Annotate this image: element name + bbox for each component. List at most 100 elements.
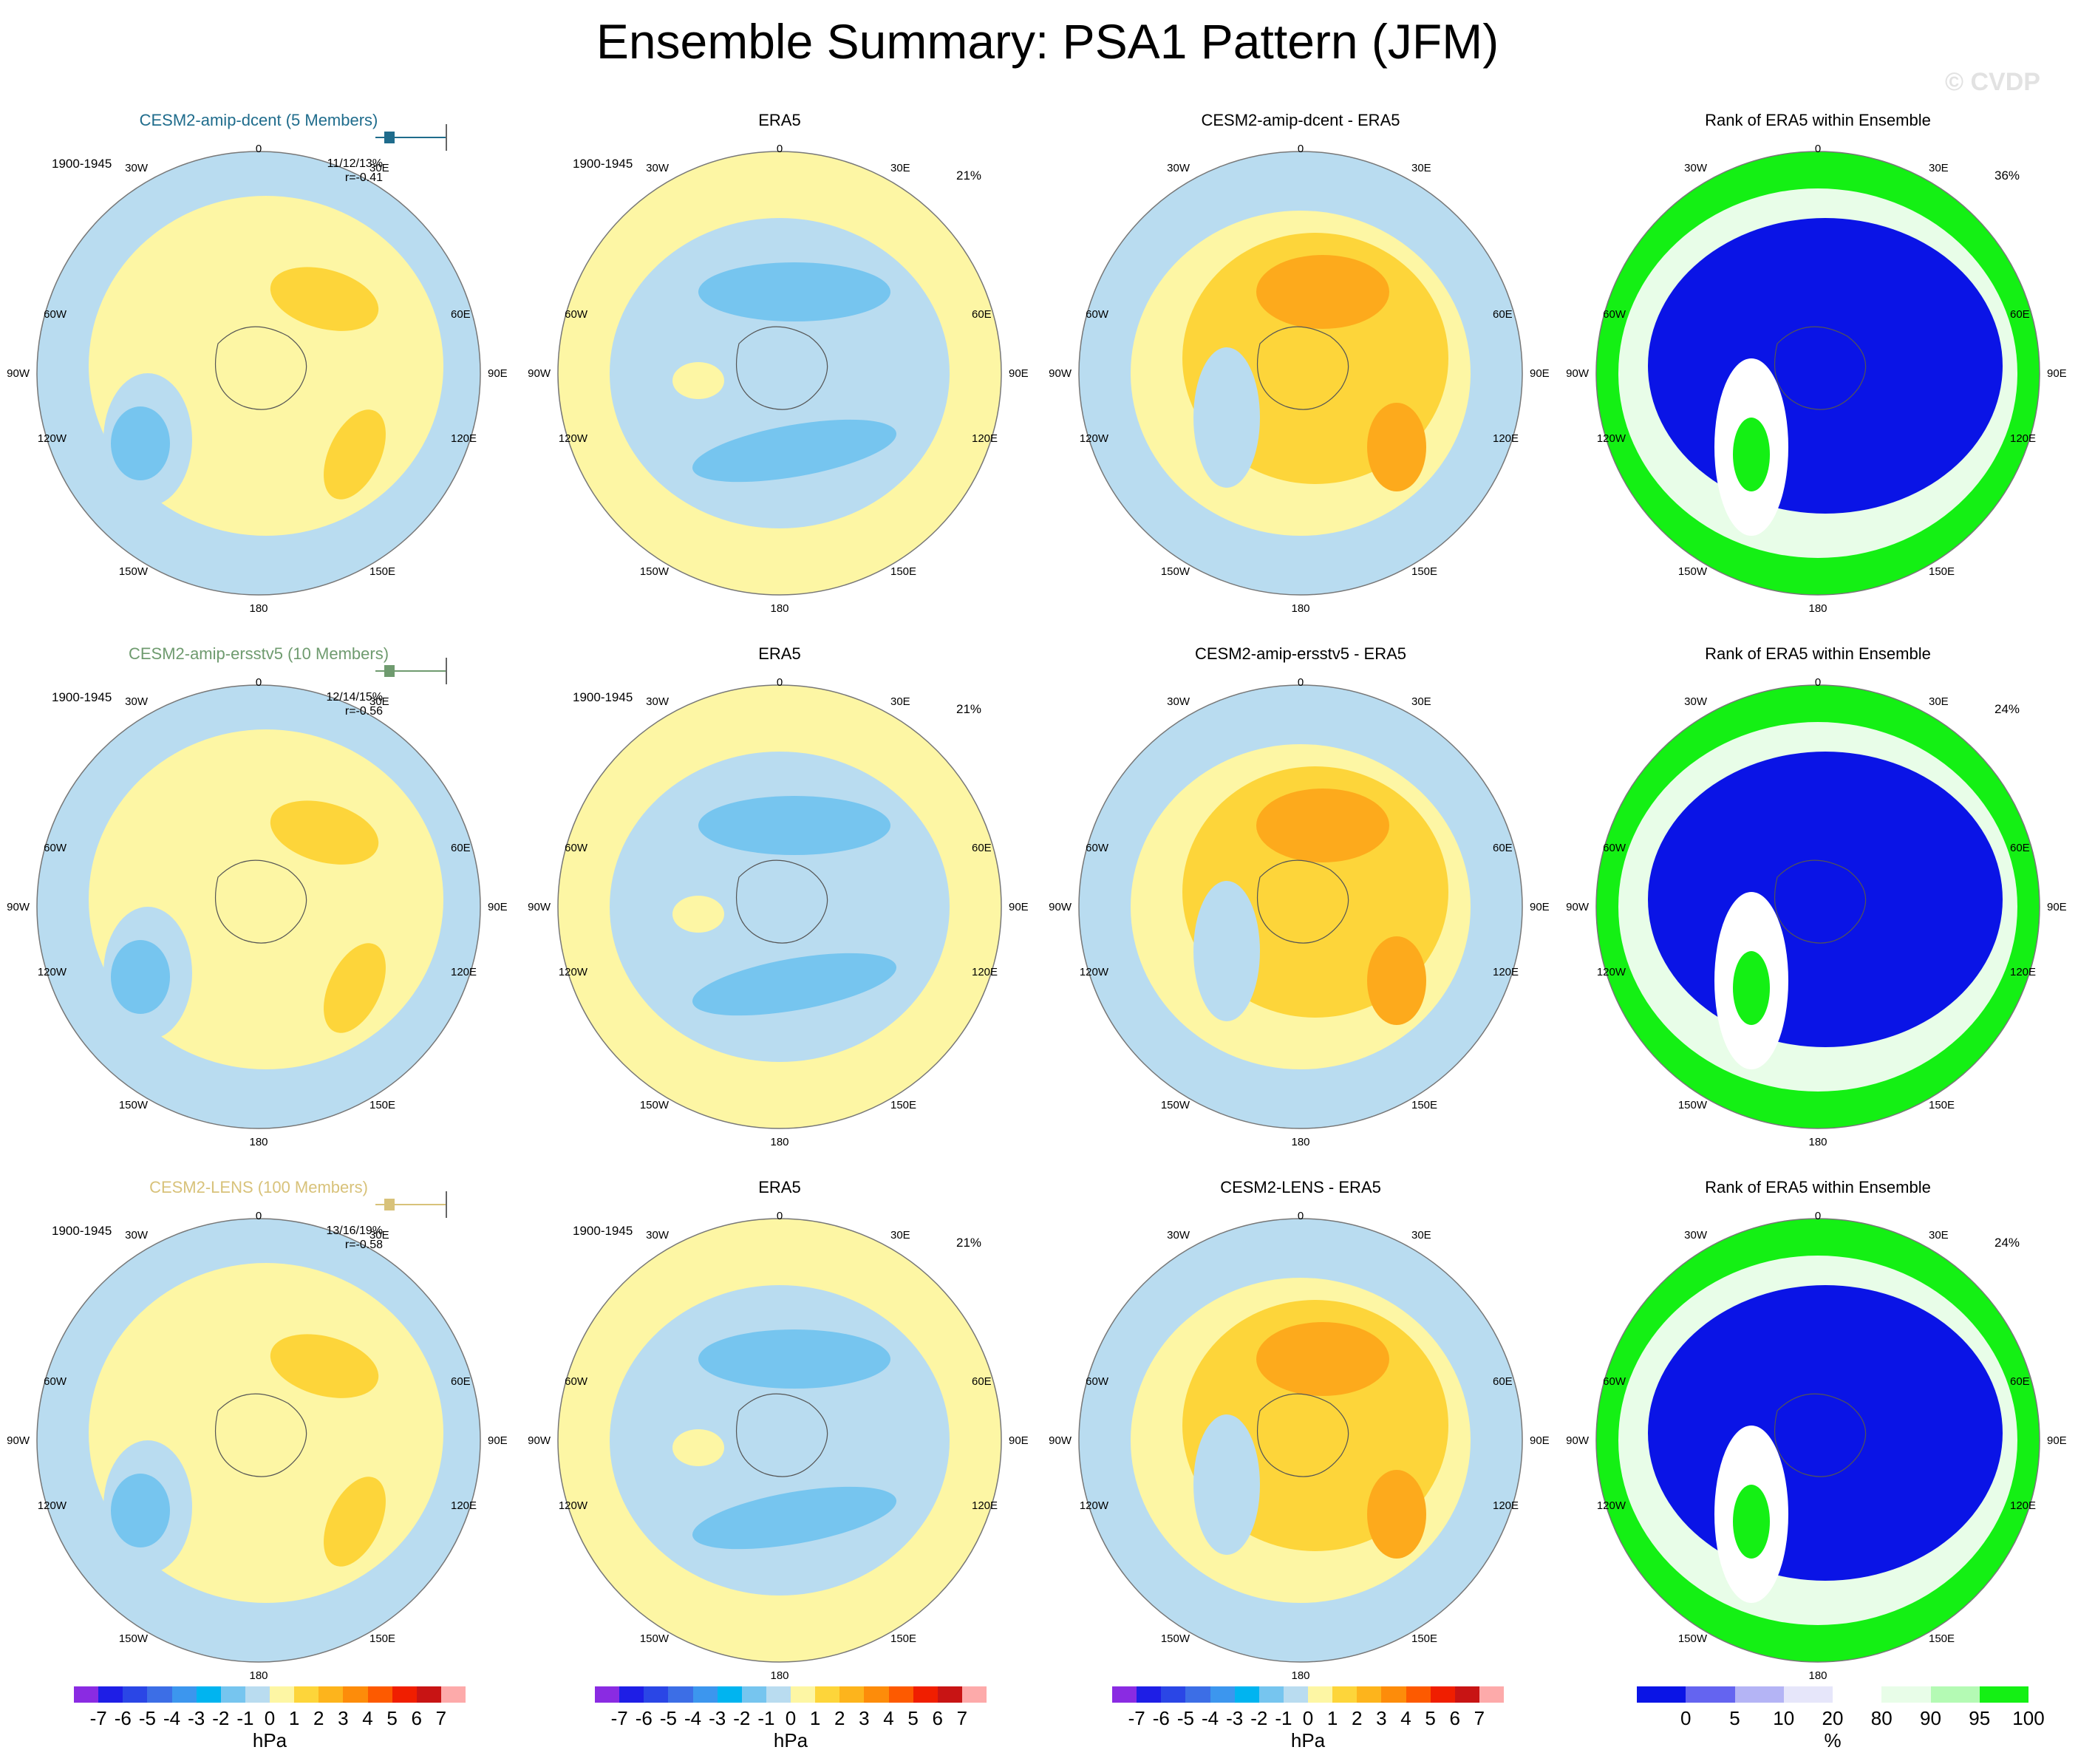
contour-region bbox=[1367, 936, 1426, 1025]
longitude-label: 60E bbox=[451, 842, 471, 854]
longitude-label: 60E bbox=[1493, 842, 1513, 854]
legend-tick: 100 bbox=[2012, 1707, 2045, 1729]
longitude-label: 150E bbox=[1411, 565, 1438, 578]
legend-tick: 4 bbox=[883, 1707, 894, 1729]
longitude-label: 90W bbox=[1566, 901, 1589, 913]
legend-swatch bbox=[294, 1686, 319, 1703]
contour-region bbox=[270, 267, 379, 331]
longitude-label: 180 bbox=[1808, 1136, 1827, 1148]
contour-region bbox=[1193, 347, 1260, 488]
longitude-label: 150E bbox=[369, 1632, 396, 1645]
legend-swatch bbox=[1979, 1686, 2028, 1703]
legend-tick: 6 bbox=[932, 1707, 943, 1729]
legend-tick: 4 bbox=[362, 1707, 373, 1729]
legend-tick: -4 bbox=[163, 1707, 181, 1729]
coastline bbox=[215, 1393, 307, 1477]
legend-swatch bbox=[343, 1686, 368, 1703]
legend-swatch bbox=[791, 1686, 816, 1703]
legend-tick: 2 bbox=[313, 1707, 324, 1729]
legend-colorbar bbox=[595, 1686, 987, 1703]
spread-bar bbox=[375, 1191, 447, 1218]
legend-swatch bbox=[717, 1686, 742, 1703]
coastline bbox=[1257, 1393, 1349, 1477]
longitude-label: 90E bbox=[488, 901, 508, 913]
ensemble-stats: 12/14/15% r=-0.56 bbox=[326, 690, 383, 718]
longitude-label: 90E bbox=[1530, 367, 1550, 380]
legend-swatch bbox=[1381, 1686, 1406, 1703]
contour-region bbox=[324, 409, 386, 500]
panel-obs-row1: ERA5 0 180 30W 30E 60W 60E 90W 90E 120W 120E 150W 15… bbox=[528, 74, 1029, 615]
longitude-label: 60W bbox=[1603, 842, 1626, 854]
legend-swatch bbox=[1137, 1686, 1162, 1703]
polar-map bbox=[36, 684, 481, 1129]
longitude-label: 120E bbox=[2010, 966, 2037, 978]
legend-tick: -3 bbox=[1226, 1707, 1244, 1729]
panel-diff-row3: CESM2-LENS - ERA5 0 180 30W 30E 60W 60E 90W 90E 1… bbox=[1049, 1141, 1550, 1682]
legend-tick: -6 bbox=[1152, 1707, 1170, 1729]
longitude-label: 30E bbox=[890, 162, 910, 174]
longitude-label: 0 bbox=[1297, 143, 1304, 155]
legend-tick: 1 bbox=[1326, 1707, 1338, 1729]
longitude-label: 60W bbox=[1603, 308, 1626, 321]
map-border bbox=[1078, 684, 1523, 1129]
longitude-label: 150E bbox=[369, 565, 396, 578]
legend-swatch bbox=[318, 1686, 344, 1703]
contour-region bbox=[1193, 881, 1260, 1021]
legend-model: -7 -6 -5 -4 -3 -2 -1 0 1 2 3 4 5 6 7 hPa bbox=[74, 1686, 466, 1760]
spread-bar bbox=[375, 124, 447, 151]
legend-swatch bbox=[245, 1686, 270, 1703]
longitude-label: 90W bbox=[528, 1434, 551, 1447]
legend-swatch bbox=[1258, 1686, 1284, 1703]
variance-range: 13/16/19% bbox=[326, 1225, 383, 1237]
longitude-label: 90E bbox=[1009, 1434, 1029, 1447]
longitude-label: 0 bbox=[776, 143, 783, 155]
longitude-label: 30W bbox=[1167, 1229, 1190, 1242]
coastline bbox=[1257, 326, 1349, 410]
legend-swatch bbox=[270, 1686, 295, 1703]
longitude-label: 120E bbox=[972, 1499, 998, 1512]
legend-swatch bbox=[619, 1686, 644, 1703]
legend-tick: 7 bbox=[1474, 1707, 1485, 1729]
contour-region bbox=[692, 953, 897, 1016]
longitude-label: 30W bbox=[646, 695, 669, 708]
longitude-label: 180 bbox=[770, 1669, 789, 1682]
longitude-label: 60E bbox=[972, 308, 992, 321]
contour-region bbox=[111, 940, 170, 1014]
legend-obs: -7 -6 -5 -4 -3 -2 -1 0 1 2 3 4 5 6 7 hPa bbox=[595, 1686, 987, 1760]
longitude-label: 150E bbox=[890, 1099, 917, 1111]
contour-region bbox=[1256, 255, 1389, 329]
map-border bbox=[557, 684, 1002, 1129]
longitude-label: 30E bbox=[1411, 695, 1431, 708]
longitude-label: 60W bbox=[44, 308, 67, 321]
longitude-label: 150W bbox=[1160, 1632, 1190, 1645]
contour-region bbox=[672, 1429, 724, 1466]
panel-title: ERA5 bbox=[758, 1178, 801, 1196]
panel-diff-row2: CESM2-amip-ersstv5 - ERA5 0 180 30W 30E 60W 60… bbox=[1049, 607, 1550, 1148]
longitude-label: 90W bbox=[1049, 901, 1072, 913]
legend-swatch bbox=[839, 1686, 865, 1703]
longitude-label: 90W bbox=[7, 1434, 30, 1447]
legend-tick: 2 bbox=[834, 1707, 845, 1729]
percent-variance-label: 21% bbox=[956, 702, 982, 716]
legend-swatch bbox=[1308, 1686, 1333, 1703]
legend-swatch bbox=[668, 1686, 693, 1703]
longitude-label: 0 bbox=[255, 676, 262, 689]
coastline bbox=[1774, 326, 1867, 410]
longitude-label: 120E bbox=[2010, 432, 2037, 445]
legend-swatch bbox=[1406, 1686, 1431, 1703]
longitude-label: 0 bbox=[1814, 676, 1822, 689]
legend-colorbar bbox=[1637, 1686, 2028, 1703]
legend-tick: 7 bbox=[435, 1707, 447, 1729]
period-label: 1900-1945 bbox=[52, 1224, 112, 1238]
legend-diff: -7 -6 -5 -4 -3 -2 -1 0 1 2 3 4 5 6 7 hPa bbox=[1112, 1686, 1504, 1760]
longitude-label: 30E bbox=[1411, 1229, 1431, 1242]
legend-swatch bbox=[1479, 1686, 1504, 1703]
longitude-label: 90W bbox=[1566, 367, 1589, 380]
ensemble-stats: 13/16/19% r=-0.58 bbox=[326, 1224, 383, 1252]
longitude-label: 120W bbox=[1596, 1499, 1626, 1512]
panel-title: CESM2-amip-ersstv5 (10 Members) bbox=[128, 644, 389, 663]
legend-tick: 0 bbox=[785, 1707, 797, 1729]
legend-tick: 4 bbox=[1400, 1707, 1411, 1729]
longitude-label: 90W bbox=[1049, 367, 1072, 380]
longitude-label: 90E bbox=[488, 367, 508, 380]
